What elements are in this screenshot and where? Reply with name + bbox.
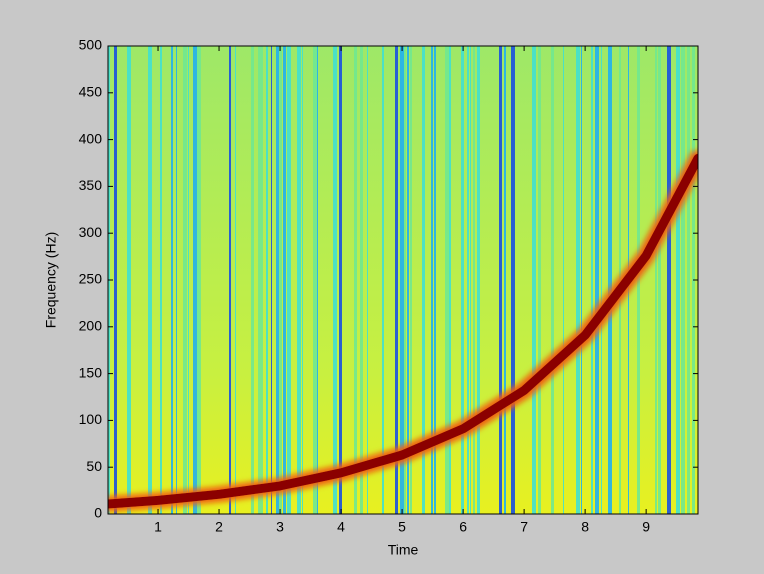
noise-stripe — [532, 46, 536, 514]
x-tick-label: 9 — [642, 519, 650, 535]
y-tick-label: 400 — [79, 130, 103, 146]
noise-stripe — [266, 46, 268, 514]
noise-stripe — [229, 46, 231, 514]
y-tick-label: 300 — [79, 224, 103, 240]
noise-stripe — [395, 46, 398, 514]
noise-stripe — [473, 46, 475, 514]
noise-stripe — [431, 46, 433, 514]
noise-stripe — [339, 46, 342, 514]
noise-stripe — [333, 46, 337, 514]
noise-stripe — [367, 46, 368, 514]
noise-stripe — [563, 46, 564, 514]
y-tick-label: 0 — [94, 505, 102, 521]
noise-stripe — [667, 46, 671, 514]
noise-stripe — [658, 46, 661, 514]
y-tick-label: 50 — [86, 458, 102, 474]
y-tick-label: 500 — [79, 37, 103, 53]
noise-stripe — [445, 46, 449, 514]
noise-stripe — [171, 46, 173, 514]
noise-stripe — [404, 46, 406, 514]
noise-stripe — [511, 46, 515, 514]
y-tick-label: 350 — [79, 177, 103, 193]
noise-stripe — [576, 46, 580, 514]
x-tick-label: 2 — [215, 519, 223, 535]
noise-stripe — [477, 46, 480, 514]
noise-stripe — [601, 46, 602, 514]
noise-stripe — [251, 46, 254, 514]
y-tick-label: 450 — [79, 84, 103, 100]
noise-stripe — [619, 46, 621, 514]
x-tick-label: 4 — [337, 519, 345, 535]
noise-stripe — [581, 46, 582, 514]
noise-stripe — [193, 46, 197, 514]
noise-stripe — [183, 46, 187, 514]
noise-stripe — [595, 46, 599, 514]
noise-stripe — [297, 46, 301, 514]
noise-stripe — [676, 46, 680, 514]
marks — [108, 153, 698, 509]
noise-stripe — [261, 46, 263, 514]
noise-stripe — [279, 46, 282, 514]
noise-stripe — [127, 46, 131, 514]
noise-stripe — [538, 46, 541, 514]
noise-stripes — [108, 46, 695, 514]
noise-stripe — [681, 46, 685, 514]
noise-stripe — [655, 46, 657, 514]
noise-stripe — [302, 46, 303, 514]
noise-stripe — [410, 46, 412, 514]
y-axis-label: Frequency (Hz) — [43, 232, 59, 328]
noise-stripe — [360, 46, 363, 514]
noise-stripe — [470, 46, 471, 514]
noise-stripe — [591, 46, 593, 514]
x-axis-label: Time — [388, 542, 419, 558]
noise-stripe — [114, 46, 117, 514]
noise-stripe — [258, 46, 261, 514]
y-tick-label: 100 — [79, 411, 103, 427]
noise-stripe — [687, 46, 690, 514]
x-tick-label: 5 — [398, 519, 406, 535]
noise-stripe — [637, 46, 640, 514]
y-tick-label: 150 — [79, 364, 103, 380]
noise-stripe — [317, 46, 318, 514]
noise-stripe — [407, 46, 409, 514]
noise-stripe — [283, 46, 286, 514]
x-tick-label: 8 — [581, 519, 589, 535]
ridge-line — [108, 153, 698, 509]
noise-stripe — [235, 46, 236, 514]
noise-stripe — [188, 46, 189, 514]
noise-stripe — [271, 46, 272, 514]
noise-stripe — [276, 46, 279, 514]
noise-stripe — [422, 46, 425, 514]
noise-stripe — [148, 46, 152, 514]
noise-stripe — [551, 46, 554, 514]
noise-stripe — [400, 46, 404, 514]
noise-stripe — [176, 46, 177, 514]
x-tick-label: 1 — [154, 519, 162, 535]
noise-stripe — [504, 46, 506, 514]
noise-stripe — [160, 46, 162, 514]
x-tick-label: 3 — [276, 519, 284, 535]
noise-stripe — [354, 46, 357, 514]
noise-stripe — [461, 46, 464, 514]
noise-stripe — [382, 46, 384, 514]
noise-stripe — [449, 46, 451, 514]
noise-stripe — [287, 46, 291, 514]
noise-stripe — [197, 46, 201, 514]
y-tick-label: 250 — [79, 271, 103, 287]
x-tick-label: 6 — [459, 519, 467, 535]
x-tick-label: 7 — [520, 519, 528, 535]
noise-stripe — [499, 46, 502, 514]
noise-stripe — [313, 46, 317, 514]
noise-stripe — [467, 46, 469, 514]
y-tick-label: 200 — [79, 318, 103, 334]
noise-stripe — [434, 46, 436, 514]
noise-stripe — [608, 46, 612, 514]
